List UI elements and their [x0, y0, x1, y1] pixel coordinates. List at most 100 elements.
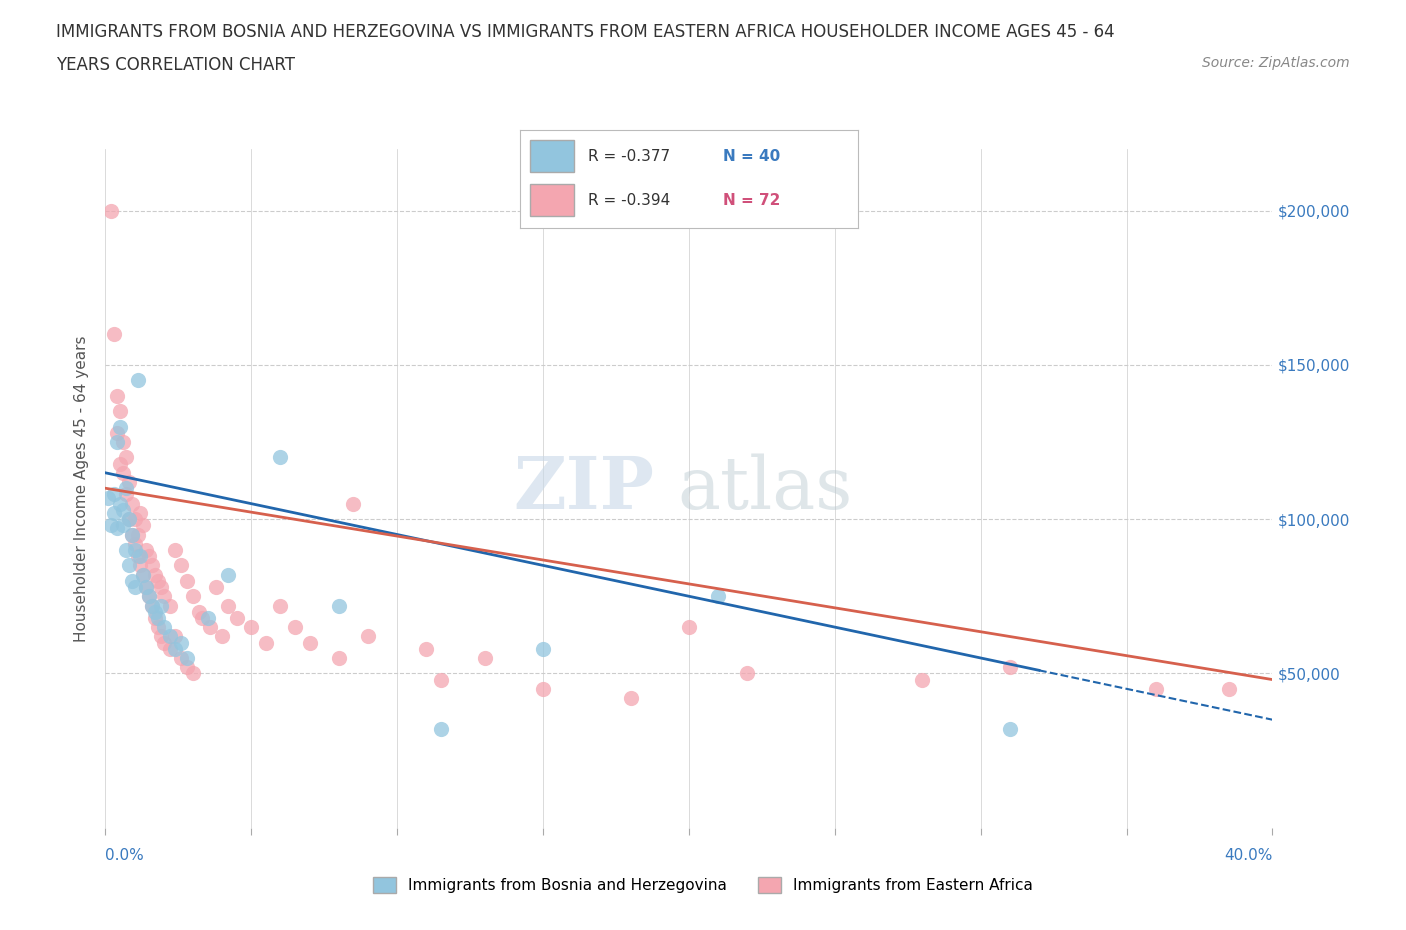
Point	[132, 567, 155, 582]
Point	[159, 629, 181, 644]
Point	[118, 558, 141, 573]
Point	[108, 456, 131, 471]
Point	[143, 610, 166, 625]
Point	[124, 579, 146, 594]
Point	[132, 567, 155, 582]
Point	[146, 619, 169, 634]
Point	[153, 619, 174, 634]
Point	[121, 527, 143, 542]
Point	[737, 666, 759, 681]
Point	[103, 487, 125, 502]
Point	[159, 642, 181, 657]
Point	[103, 326, 125, 341]
Point	[1144, 682, 1167, 697]
Point	[187, 604, 209, 619]
Point	[1218, 682, 1240, 697]
Point	[100, 203, 122, 218]
Point	[998, 722, 1021, 737]
Point	[108, 404, 131, 418]
FancyBboxPatch shape	[530, 184, 574, 216]
Point	[138, 589, 160, 604]
Point	[141, 598, 163, 613]
Point	[121, 527, 143, 542]
Text: ZIP: ZIP	[513, 453, 654, 524]
Point	[205, 579, 228, 594]
Point	[146, 610, 169, 625]
Point	[254, 635, 277, 650]
Point	[103, 506, 125, 521]
Point	[149, 598, 172, 613]
Point	[415, 642, 437, 657]
Text: 40.0%: 40.0%	[1225, 848, 1272, 863]
FancyBboxPatch shape	[530, 140, 574, 172]
Point	[105, 425, 128, 440]
Point	[176, 651, 198, 666]
Point	[127, 527, 149, 542]
Point	[118, 512, 141, 526]
Point	[129, 549, 152, 564]
Point	[430, 722, 453, 737]
Point	[170, 635, 193, 650]
Point	[97, 490, 120, 505]
Point	[127, 549, 149, 564]
Point	[135, 579, 157, 594]
Point	[531, 682, 554, 697]
Point	[143, 567, 166, 582]
Point	[135, 542, 157, 557]
Point	[159, 598, 181, 613]
Point	[153, 635, 174, 650]
Text: 0.0%: 0.0%	[105, 848, 145, 863]
Text: R = -0.377: R = -0.377	[588, 149, 669, 164]
Point	[118, 474, 141, 489]
Point	[138, 549, 160, 564]
Point	[328, 598, 350, 613]
Point	[105, 521, 128, 536]
Y-axis label: Householder Income Ages 45 - 64 years: Householder Income Ages 45 - 64 years	[75, 335, 90, 642]
Point	[217, 567, 239, 582]
Point	[328, 651, 350, 666]
Point	[176, 574, 198, 589]
Point	[170, 558, 193, 573]
Point	[115, 542, 138, 557]
Text: YEARS CORRELATION CHART: YEARS CORRELATION CHART	[56, 56, 295, 73]
Point	[124, 512, 146, 526]
Point	[269, 450, 292, 465]
Point	[200, 619, 222, 634]
Text: Source: ZipAtlas.com: Source: ZipAtlas.com	[1202, 56, 1350, 70]
Text: N = 40: N = 40	[723, 149, 780, 164]
Point	[240, 619, 263, 634]
Text: IMMIGRANTS FROM BOSNIA AND HERZEGOVINA VS IMMIGRANTS FROM EASTERN AFRICA HOUSEHO: IMMIGRANTS FROM BOSNIA AND HERZEGOVINA V…	[56, 23, 1115, 41]
Point	[108, 419, 131, 434]
Point	[217, 598, 239, 613]
Point	[141, 558, 163, 573]
Point	[474, 651, 496, 666]
Point	[141, 598, 163, 613]
Point	[105, 434, 128, 449]
Point	[121, 497, 143, 512]
Point	[121, 574, 143, 589]
Point	[111, 465, 134, 480]
Point	[111, 434, 134, 449]
Legend: Immigrants from Bosnia and Herzegovina, Immigrants from Eastern Africa: Immigrants from Bosnia and Herzegovina, …	[367, 870, 1039, 899]
Point	[707, 589, 730, 604]
Point	[269, 598, 292, 613]
Point	[619, 691, 641, 706]
Point	[115, 481, 138, 496]
Point	[298, 635, 321, 650]
Point	[132, 518, 155, 533]
Point	[129, 558, 152, 573]
Point	[108, 497, 131, 512]
Point	[170, 651, 193, 666]
Point	[190, 610, 212, 625]
Point	[105, 388, 128, 403]
Point	[342, 497, 364, 512]
Point	[111, 518, 134, 533]
Point	[124, 542, 146, 557]
Point	[138, 589, 160, 604]
Point	[153, 589, 174, 604]
Point	[165, 642, 187, 657]
Point	[284, 619, 307, 634]
Point	[146, 574, 169, 589]
Point	[225, 610, 247, 625]
Point	[100, 518, 122, 533]
